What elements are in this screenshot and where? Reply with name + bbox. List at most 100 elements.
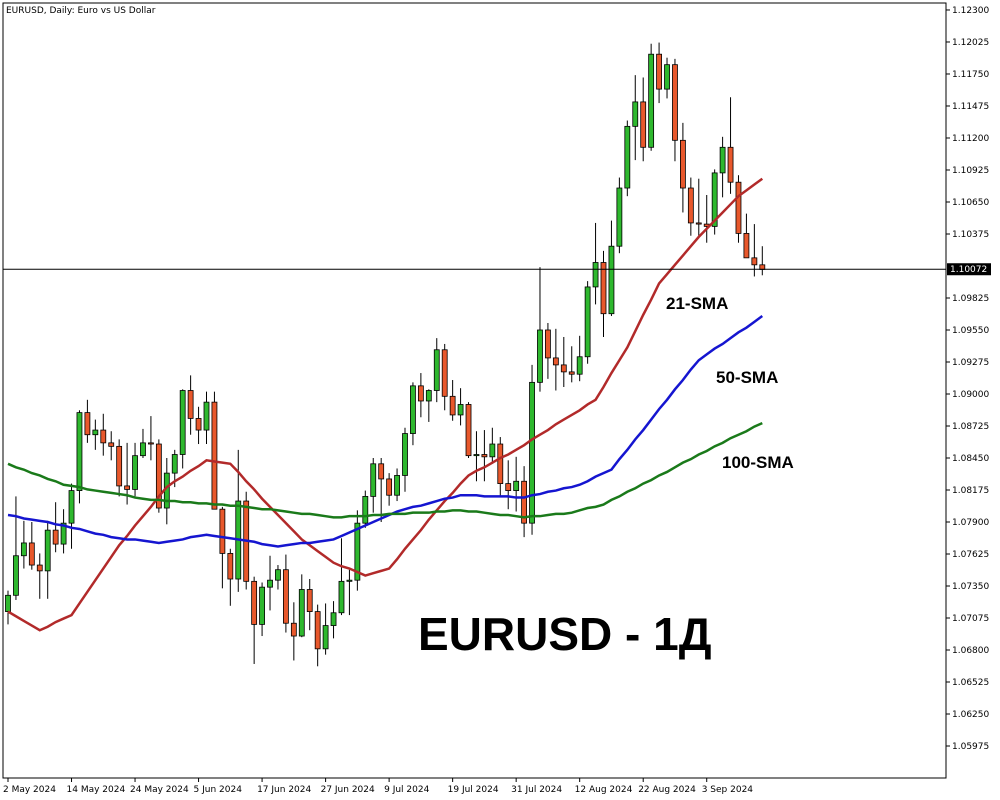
candle-body <box>378 463 385 480</box>
candle-body <box>473 454 480 457</box>
candle-body <box>386 478 393 496</box>
candle-body <box>624 125 631 189</box>
candle-body <box>298 589 305 637</box>
y-tick-label: 1.08450 <box>952 454 989 464</box>
candle-body <box>560 364 567 373</box>
candle-body <box>751 257 758 266</box>
candle-body <box>632 101 639 127</box>
y-tick-label: 1.06800 <box>952 646 989 656</box>
x-tick-label: 3 Sep 2024 <box>702 785 754 795</box>
x-tick-label: 12 Aug 2024 <box>575 785 633 795</box>
sma-label: 100-SMA <box>722 453 794 472</box>
candle-body <box>227 553 234 580</box>
candle-body <box>290 622 297 637</box>
candle-body <box>687 187 694 224</box>
candle-body <box>410 385 416 434</box>
y-tick-label: 1.11750 <box>952 70 989 80</box>
y-tick-label: 1.10375 <box>952 230 989 240</box>
candle-body <box>259 586 265 625</box>
y-tick-label: 1.06525 <box>952 678 989 688</box>
current-price-label: 1.10072 <box>950 265 987 275</box>
candle-body <box>148 442 154 445</box>
candle-body <box>100 429 107 444</box>
candle-body <box>282 569 289 624</box>
candle-body <box>727 146 734 183</box>
candle-body <box>44 529 51 572</box>
candle-body <box>656 53 662 90</box>
candle-body <box>680 139 686 189</box>
candle-body <box>314 611 321 650</box>
x-tick-label: 17 Jun 2024 <box>257 785 311 795</box>
sma-line <box>7 421 763 519</box>
y-tick-label: 1.09825 <box>952 294 989 304</box>
candle-body <box>394 475 400 496</box>
candle-body <box>457 404 464 416</box>
candle-body <box>664 64 670 90</box>
candle-body <box>28 542 35 566</box>
y-tick-label: 1.10925 <box>952 166 989 176</box>
candle-body <box>179 390 186 455</box>
candle-body <box>36 564 43 572</box>
candle-body <box>719 146 726 174</box>
candle-body <box>600 262 607 315</box>
x-tick-label: 19 Jul 2024 <box>448 785 499 795</box>
candle-body <box>338 580 345 614</box>
candle-body <box>132 455 138 490</box>
candle-body <box>13 555 19 596</box>
x-tick-label: 9 Jul 2024 <box>384 785 429 795</box>
y-tick-label: 1.09275 <box>952 358 989 368</box>
watermark: EURUSD - 1Д <box>418 608 711 660</box>
y-tick-label: 1.09550 <box>952 326 989 336</box>
candle-body <box>568 371 575 375</box>
candle-body <box>108 442 115 447</box>
x-tick-label: 27 Jun 2024 <box>321 785 375 795</box>
candle-body <box>441 349 448 397</box>
candle-body <box>521 480 527 524</box>
candle-body <box>124 485 130 490</box>
candle-body <box>465 404 472 457</box>
y-tick-label: 1.08725 <box>952 422 989 432</box>
candle-body <box>84 412 91 436</box>
candle-body <box>743 233 750 259</box>
candle-body <box>370 463 377 497</box>
candle-body <box>187 390 194 419</box>
candle-body <box>513 480 520 491</box>
candle-body <box>219 508 226 554</box>
sma-line <box>7 177 764 632</box>
candle-body <box>60 522 67 545</box>
candle-body <box>735 181 742 234</box>
candle-body <box>648 53 655 148</box>
candle-body <box>171 454 178 474</box>
candle-body <box>545 329 551 359</box>
candle-body <box>576 356 583 375</box>
candle-body <box>552 357 559 366</box>
candle-body <box>52 529 59 545</box>
x-tick-label: 22 Aug 2024 <box>638 785 696 795</box>
candle-body <box>116 445 123 487</box>
candle-body <box>695 222 702 225</box>
candle-body <box>489 443 496 458</box>
sma-line <box>7 315 764 548</box>
chart-title: EURUSD, Daily: Euro vs US Dollar <box>6 6 156 16</box>
candle-body <box>322 625 329 650</box>
y-tick-label: 1.07900 <box>952 518 989 528</box>
candle-body <box>433 349 440 391</box>
candle-body <box>346 579 353 582</box>
x-tick-label: 24 May 2024 <box>130 785 189 795</box>
y-tick-label: 1.10650 <box>952 198 989 208</box>
candle-body <box>505 483 512 491</box>
y-tick-label: 1.08175 <box>952 486 989 496</box>
candle-body <box>92 429 99 436</box>
candle-body <box>449 395 456 416</box>
candle-body <box>537 329 543 383</box>
candle-body <box>402 433 408 476</box>
candle-body <box>640 101 647 148</box>
candle-body <box>330 612 337 626</box>
candle-body <box>672 64 678 141</box>
y-tick-label: 1.07625 <box>952 550 989 560</box>
candle-body <box>608 245 615 315</box>
candle-body <box>529 381 535 524</box>
candle-body <box>497 443 504 484</box>
sma-label: 50-SMA <box>716 368 778 387</box>
